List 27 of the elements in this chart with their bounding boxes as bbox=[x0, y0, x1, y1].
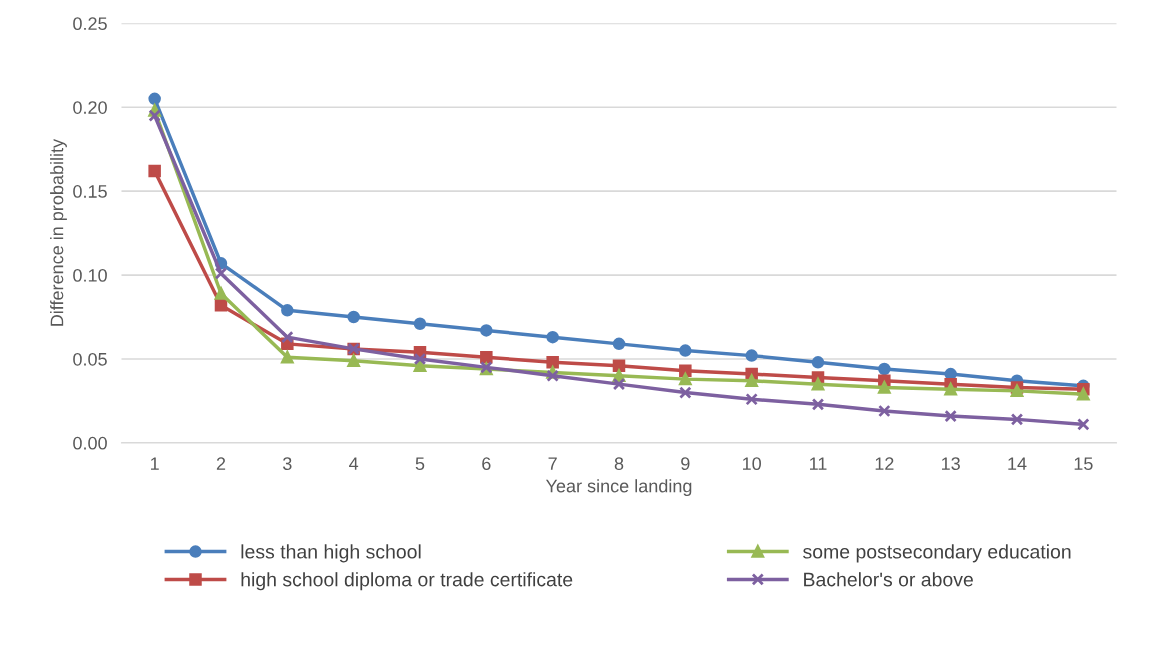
x-tick-label: 13 bbox=[942, 457, 960, 471]
x-tick-label: 2 bbox=[216, 457, 226, 470]
y-tick-label: 0.25 bbox=[73, 17, 107, 31]
x-tick-label: 12 bbox=[875, 457, 894, 470]
legend-label: some postsecondary education bbox=[803, 544, 1071, 563]
y-tick-label: 0.00 bbox=[73, 436, 107, 450]
x-tick-label: 4 bbox=[349, 457, 359, 470]
x-tick-label: 3 bbox=[282, 457, 292, 471]
legend-label: less than high school bbox=[241, 544, 421, 563]
legend-label: Bachelor's or above bbox=[804, 572, 973, 587]
y-axis-title: Difference in probability bbox=[50, 138, 67, 326]
x-tick-label: 7 bbox=[548, 457, 557, 470]
y-tick-label: 0.20 bbox=[73, 101, 107, 114]
y-tick-label: 0.05 bbox=[73, 352, 107, 366]
x-tick-label: 9 bbox=[681, 457, 690, 471]
y-tick-label: 0.15 bbox=[73, 185, 107, 198]
x-tick-label: 1 bbox=[151, 457, 159, 470]
x-axis-title: Year since landing bbox=[545, 479, 692, 496]
x-tick-label: 5 bbox=[415, 457, 425, 471]
x-tick-label: 8 bbox=[614, 457, 624, 471]
legend-label: high school diploma or trade certificate bbox=[241, 572, 573, 591]
x-tick-label: 10 bbox=[743, 457, 761, 471]
x-tick-label: 6 bbox=[482, 457, 491, 471]
y-tick-label: 0.10 bbox=[73, 268, 107, 282]
x-tick-label: 11 bbox=[810, 457, 827, 470]
x-tick-label: 14 bbox=[1008, 457, 1027, 470]
x-tick-label: 15 bbox=[1074, 457, 1093, 471]
